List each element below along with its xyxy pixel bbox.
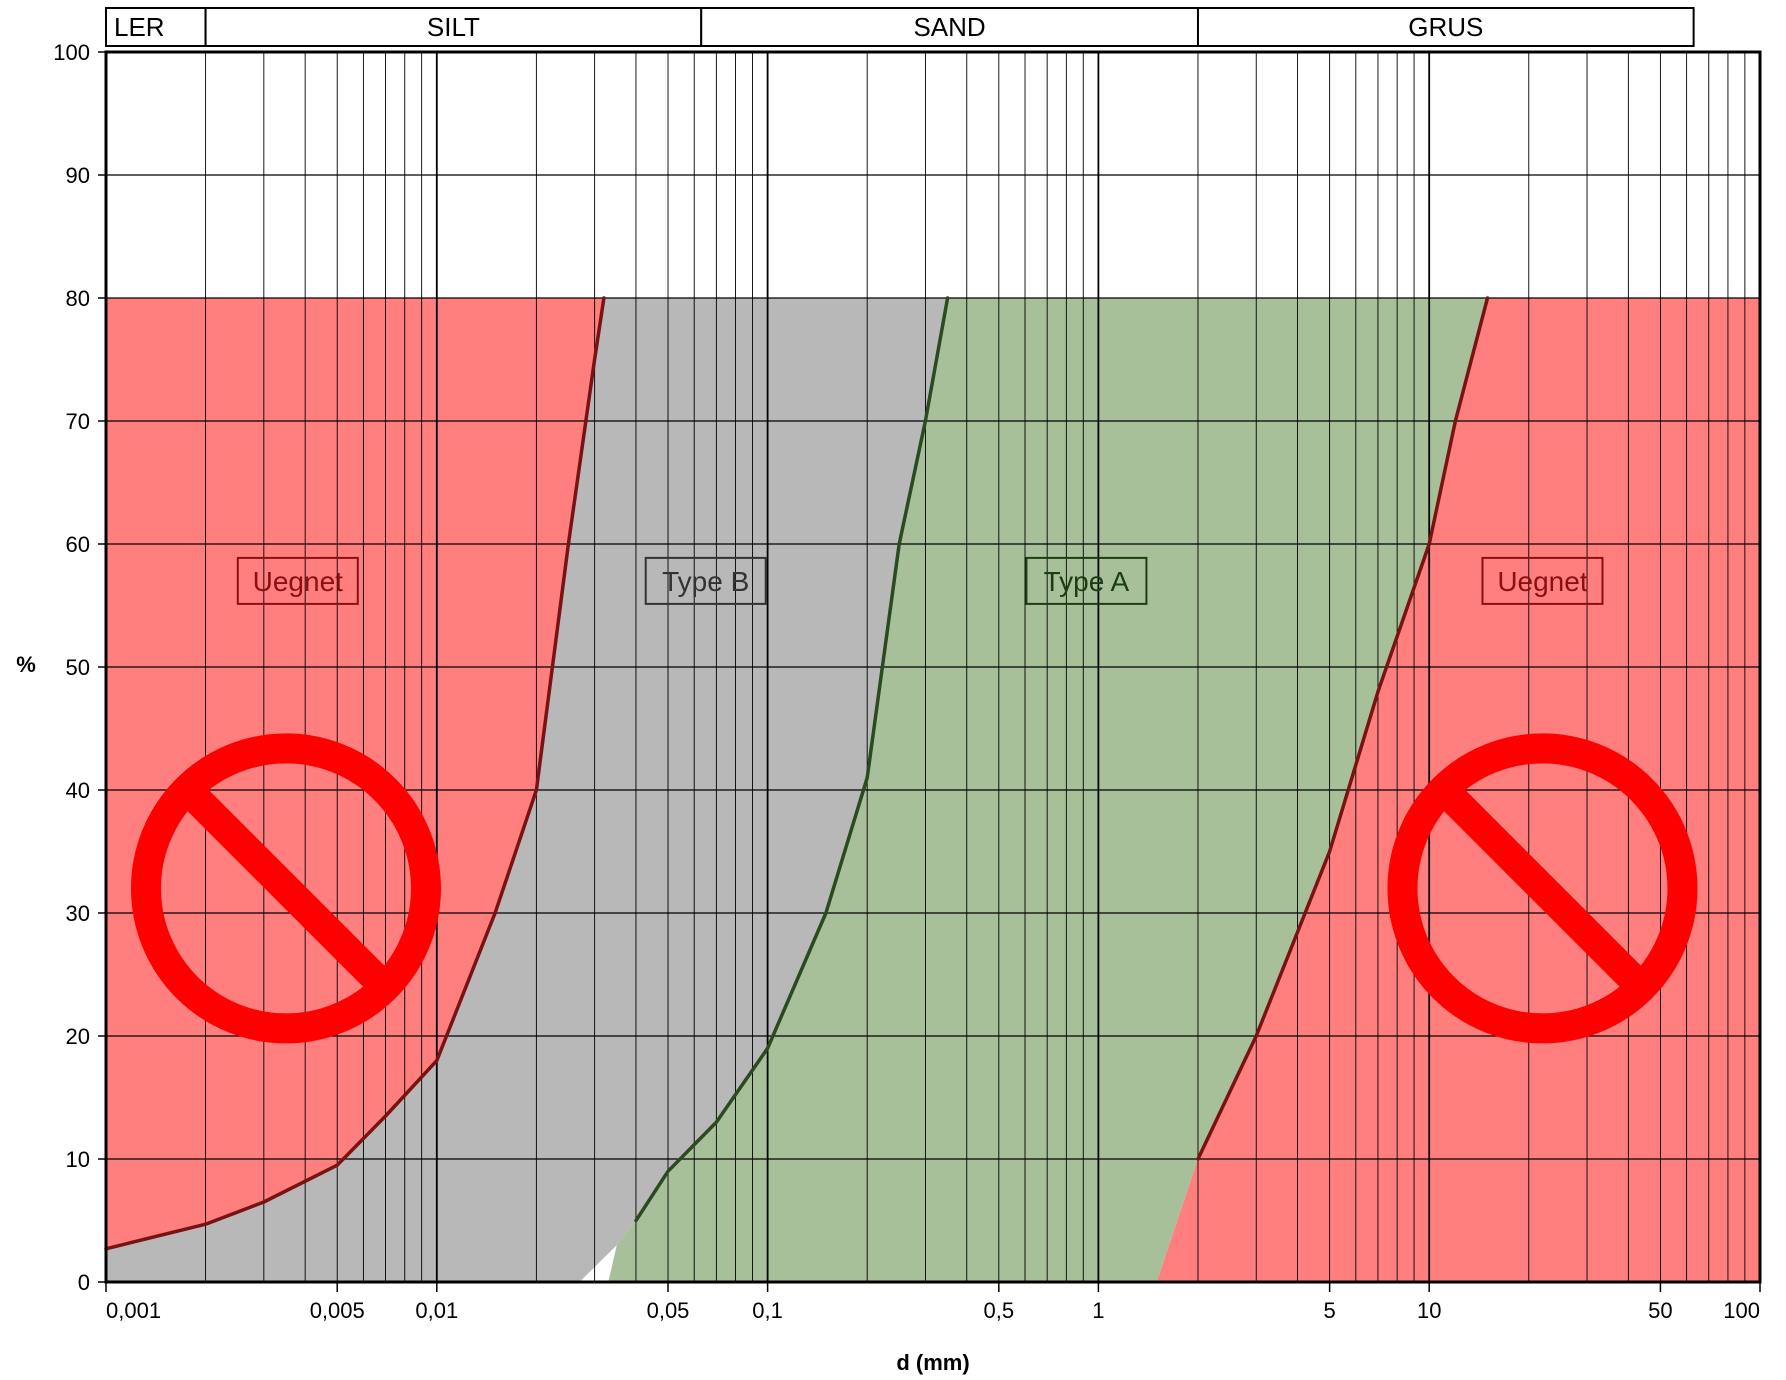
prohibition-signs xyxy=(130,733,1698,1044)
soil-class-sand: SAND xyxy=(700,7,1199,47)
zone-labels: Uegnet Type B Type A Uegnet xyxy=(236,556,1604,605)
x-tick-label: 100 xyxy=(1723,1298,1760,1323)
zone-label-text: Uegnet xyxy=(1497,566,1588,597)
zone-label-2: Type A xyxy=(1025,556,1148,605)
soil-class-cell xyxy=(1196,7,1695,47)
y-tick-label: 0 xyxy=(78,1270,90,1295)
soil-class-cell xyxy=(105,7,207,47)
plot-frame xyxy=(104,50,1762,1284)
soil-class-label: GRUS xyxy=(1408,12,1483,42)
x-tick-label: 0,01 xyxy=(415,1298,458,1323)
x-tick-label: 1 xyxy=(1092,1298,1104,1323)
boundary-curve-fine-limit xyxy=(104,296,606,1251)
boundary-curves xyxy=(104,296,1490,1251)
x-tick-label: 0,005 xyxy=(310,1298,365,1323)
soil-class-grus: GRUS xyxy=(1196,7,1695,47)
prohibition-bar xyxy=(176,778,396,999)
soil-class-ler: LER xyxy=(105,7,207,47)
soil-class-label: LER xyxy=(114,12,165,42)
soil-class-label: SILT xyxy=(427,12,480,42)
y-tick-label: 60 xyxy=(66,532,90,557)
zone-label-box xyxy=(644,556,767,605)
soil-class-silt: SILT xyxy=(204,7,703,47)
x-tick-label: 0,001 xyxy=(106,1298,161,1323)
zone-label-0: Uegnet xyxy=(236,556,359,605)
prohibition-ring xyxy=(130,733,441,1044)
zone-label-box xyxy=(236,556,359,605)
y-tick-label: 80 xyxy=(66,286,90,311)
soil-class-cell xyxy=(700,7,1199,47)
y-tick-label: 30 xyxy=(66,901,90,926)
y-tick-label: 90 xyxy=(66,163,90,188)
y-tick-label: 20 xyxy=(66,1024,90,1049)
soil-class-label: SAND xyxy=(913,12,985,42)
boundary-curve-coarse-limit xyxy=(1196,296,1490,1161)
grid xyxy=(106,51,1760,1283)
x-tick-label: 10 xyxy=(1417,1298,1441,1323)
x-axis-label: d (mm) xyxy=(896,1350,969,1375)
zone-label-3: Uegnet xyxy=(1481,556,1604,605)
x-tick-label: 50 xyxy=(1648,1298,1672,1323)
y-tick-label: 10 xyxy=(66,1147,90,1172)
zone-label-text: Type A xyxy=(1044,566,1130,597)
prohibition-icon xyxy=(1387,733,1698,1044)
x-tick-label: 5 xyxy=(1323,1298,1335,1323)
y-tick-label: 70 xyxy=(66,409,90,434)
prohibition-ring xyxy=(1387,733,1698,1044)
x-tick-label: 0,5 xyxy=(984,1298,1015,1323)
x-tick-label: 0,05 xyxy=(647,1298,690,1323)
y-tick-label: 100 xyxy=(53,40,90,65)
zone-label-text: Uegnet xyxy=(253,566,344,597)
soil-class-cell xyxy=(204,7,703,47)
y-tick-label: 40 xyxy=(66,778,90,803)
prohibition-bar xyxy=(1432,778,1653,999)
zone-label-box xyxy=(1481,556,1604,605)
prohibition-icon xyxy=(130,733,441,1044)
y-axis-label: % xyxy=(16,652,36,677)
x-axis-ticks: 0,001 0,005 0,01 0,05 0,1 0,5 1 5 10 50 100 xyxy=(105,1282,1761,1323)
zone-label-text: Type B xyxy=(662,566,749,597)
zone-label-box xyxy=(1025,556,1148,605)
boundary-curve-type-a-fine-limit xyxy=(634,296,950,1223)
y-tick-label: 50 xyxy=(66,655,90,680)
x-tick-label: 0,1 xyxy=(752,1298,783,1323)
soil-class-bar: LER SILT SAND GRUS xyxy=(105,7,1695,47)
zone-label-1: Type B xyxy=(644,556,767,605)
